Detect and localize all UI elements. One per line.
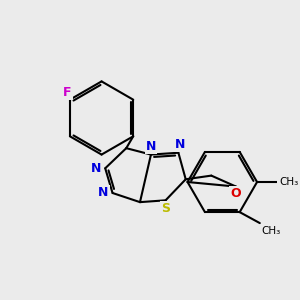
Text: O: O [231, 188, 241, 200]
Text: S: S [161, 202, 170, 215]
Text: N: N [98, 187, 109, 200]
Text: N: N [91, 162, 101, 175]
Text: F: F [63, 86, 71, 99]
Text: CH₃: CH₃ [262, 226, 281, 236]
Text: CH₃: CH₃ [279, 177, 298, 187]
Text: N: N [175, 138, 185, 151]
Text: N: N [146, 140, 156, 153]
